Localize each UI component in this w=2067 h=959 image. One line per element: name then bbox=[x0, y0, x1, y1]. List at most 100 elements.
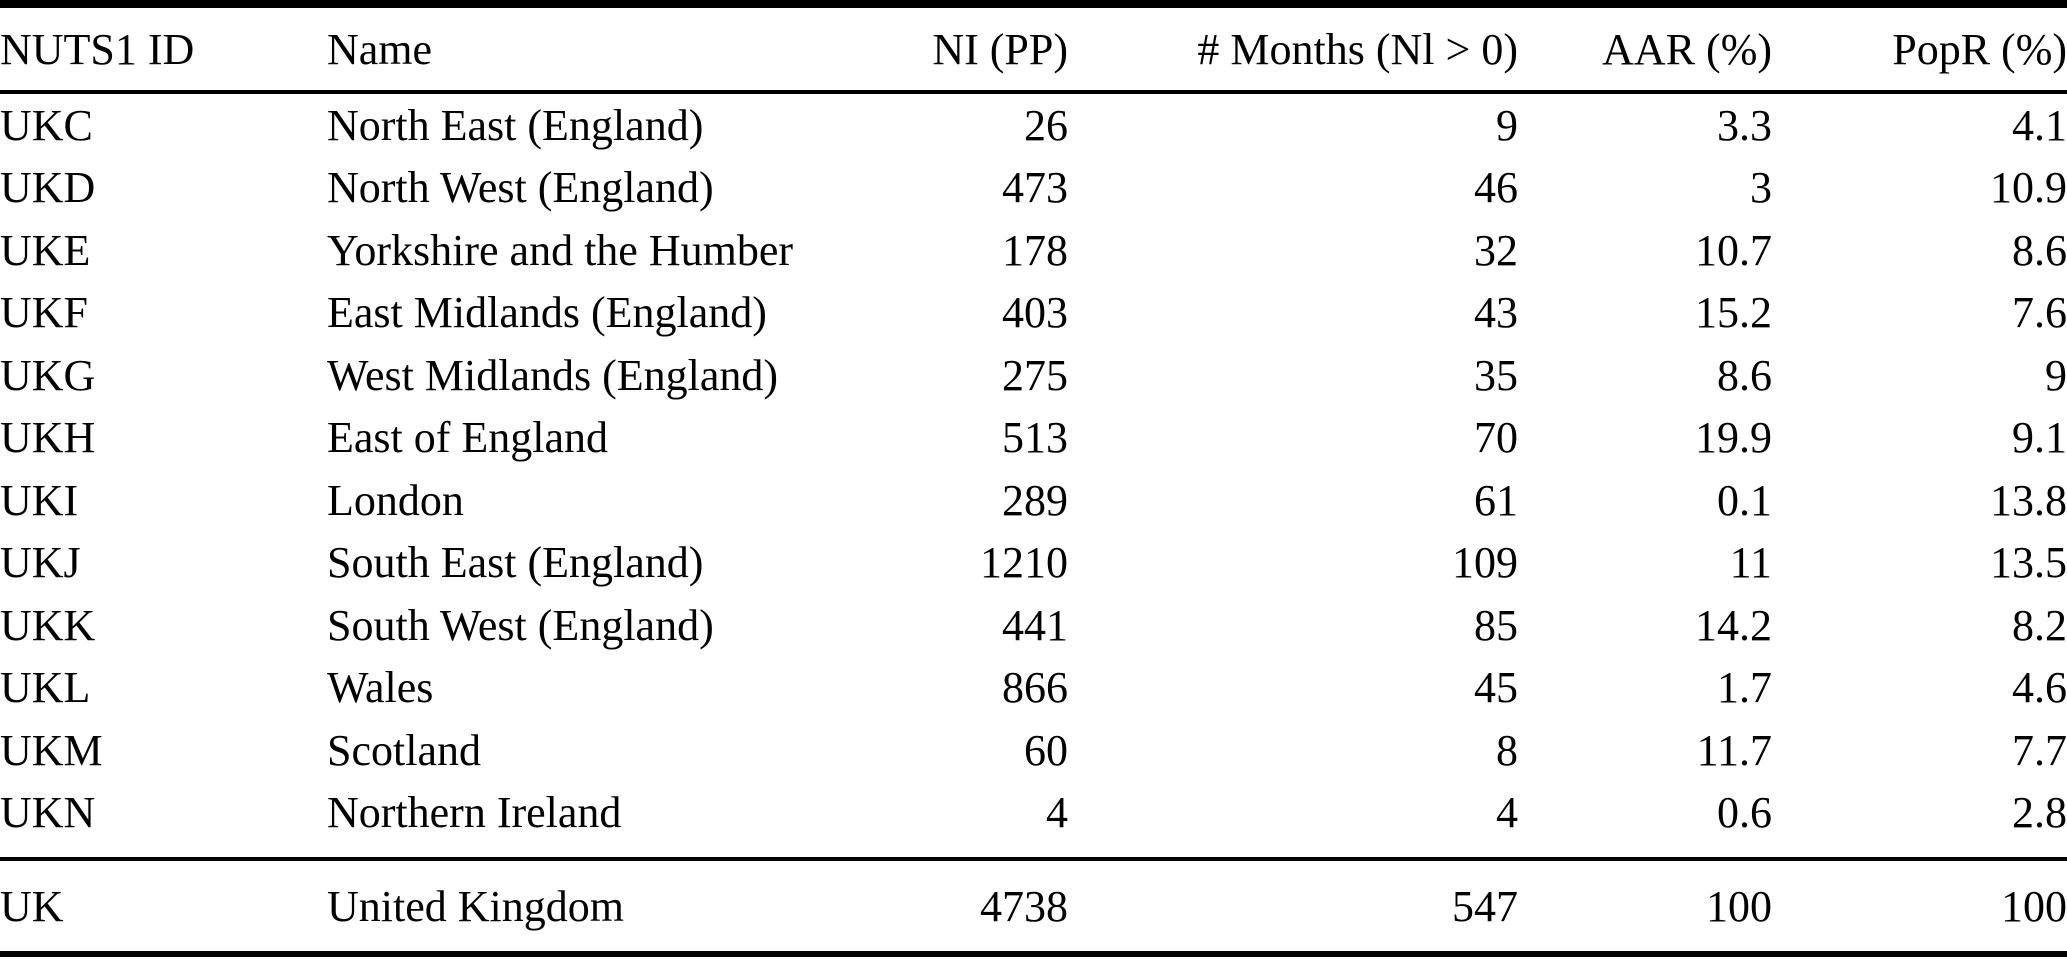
table-cell: 15.2 bbox=[1695, 288, 1772, 338]
column-header: # Months (Nl > 0) bbox=[1068, 4, 1518, 94]
table-cell: 178 bbox=[1002, 225, 1068, 275]
table-cell: 9 bbox=[1496, 100, 1518, 150]
table-cell: 441 bbox=[1002, 600, 1068, 650]
table-cell: 1.7 bbox=[1717, 663, 1772, 713]
table-cell: UKE bbox=[0, 225, 91, 275]
table-header: NUTS1 ID Name NI (PP) # Months (Nl > 0) AAR … bbox=[0, 4, 2067, 94]
table-row: UKM Scotland 60 8 11.7 7.7 bbox=[0, 719, 2067, 782]
table-cell: 9 bbox=[2045, 350, 2067, 400]
table-cell: 8.6 bbox=[2012, 225, 2067, 275]
table-cell: UKL bbox=[0, 663, 91, 713]
table-cell: South East (England) bbox=[327, 538, 704, 588]
total-cell: 100 bbox=[1518, 857, 1772, 957]
table-cell: UKK bbox=[0, 600, 96, 650]
total-cell: 100 bbox=[1772, 857, 2067, 957]
table-cell: UKJ bbox=[0, 538, 81, 588]
table-cell: 4 bbox=[1496, 788, 1518, 838]
table-row: UKK South West (England) 441 85 14.2 8.2 bbox=[0, 594, 2067, 657]
table-cell: 32 bbox=[1474, 225, 1518, 275]
table-cell: 1210 bbox=[980, 538, 1068, 588]
header-row: NUTS1 ID Name NI (PP) # Months (Nl > 0) AAR … bbox=[0, 4, 2067, 94]
table-cell: 43 bbox=[1474, 288, 1518, 338]
table-cell: 3.3 bbox=[1717, 100, 1772, 150]
table-cell: 4.1 bbox=[2012, 100, 2067, 150]
column-header: AAR (%) bbox=[1518, 4, 1772, 94]
table-cell: Yorkshire and the Humber bbox=[327, 225, 794, 275]
table-cell: 473 bbox=[1002, 163, 1068, 213]
table-cell: 109 bbox=[1452, 538, 1518, 588]
table-cell: 13.8 bbox=[1990, 475, 2067, 525]
column-header: NUTS1 ID bbox=[0, 4, 327, 94]
table-row: UKC North East (England) 26 9 3.3 4.1 bbox=[0, 92, 2067, 157]
total-cell: United Kingdom bbox=[327, 857, 880, 957]
table-cell: 19.9 bbox=[1695, 413, 1772, 463]
table-row: UKE Yorkshire and the Humber 178 32 10.7 8.6 bbox=[0, 219, 2067, 282]
total-cell: 547 bbox=[1068, 857, 1518, 957]
table-cell: 0.6 bbox=[1717, 788, 1772, 838]
table-cell: 866 bbox=[1002, 663, 1068, 713]
table-cell: East Midlands (England) bbox=[327, 288, 767, 338]
table-cell: London bbox=[327, 475, 464, 525]
table-cell: UKF bbox=[0, 288, 89, 338]
column-header: Name bbox=[327, 4, 880, 94]
table-cell: 11 bbox=[1729, 538, 1772, 588]
table-cell: 70 bbox=[1474, 413, 1518, 463]
table-cell: UKI bbox=[0, 475, 79, 525]
table-cell: 9.1 bbox=[2012, 413, 2067, 463]
table-row: UKG West Midlands (England) 275 35 8.6 9 bbox=[0, 344, 2067, 407]
table-row: UKD North West (England) 473 46 3 10.9 bbox=[0, 157, 2067, 220]
table-cell: East of England bbox=[327, 413, 609, 463]
table-cell: UKC bbox=[0, 100, 93, 150]
table-cell: 61 bbox=[1474, 475, 1518, 525]
spacer-cell bbox=[0, 844, 2067, 859]
table-cell: 3 bbox=[1750, 163, 1772, 213]
table-cell: 13.5 bbox=[1990, 538, 2067, 588]
table-cell: UKG bbox=[0, 350, 96, 400]
table-cell: West Midlands (England) bbox=[327, 350, 779, 400]
table-cell: North East (England) bbox=[327, 100, 704, 150]
table-cell: 11.7 bbox=[1696, 725, 1772, 775]
table-cell: South West (England) bbox=[327, 600, 714, 650]
table-cell: 4.6 bbox=[2012, 663, 2067, 713]
table-cell: 45 bbox=[1474, 663, 1518, 713]
table-cell: 403 bbox=[1002, 288, 1068, 338]
table-cell: 10.9 bbox=[1990, 163, 2067, 213]
table-cell: 35 bbox=[1474, 350, 1518, 400]
table-row: UKJ South East (England) 1210 109 11 13.5 bbox=[0, 532, 2067, 595]
table-cell: 7.7 bbox=[2012, 725, 2067, 775]
table-cell: 8 bbox=[1496, 725, 1518, 775]
column-header: PopR (%) bbox=[1772, 4, 2067, 94]
table-cell: 85 bbox=[1474, 600, 1518, 650]
table-cell: 46 bbox=[1474, 163, 1518, 213]
table-row: UKN Northern Ireland 4 4 0.6 2.8 bbox=[0, 782, 2067, 845]
table-cell: 4 bbox=[1046, 788, 1068, 838]
table-cell: 14.2 bbox=[1695, 600, 1772, 650]
table-row: UKH East of England 513 70 19.9 9.1 bbox=[0, 407, 2067, 470]
table-cell: Northern Ireland bbox=[327, 788, 622, 838]
table-cell: UKN bbox=[0, 788, 96, 838]
table-total: UK United Kingdom 4738 547 100 100 bbox=[0, 857, 2067, 957]
table-cell: 0.1 bbox=[1717, 475, 1772, 525]
table-cell: 26 bbox=[1024, 100, 1068, 150]
spacer-row bbox=[0, 844, 2067, 859]
table-cell: Wales bbox=[327, 663, 434, 713]
table-cell: 10.7 bbox=[1695, 225, 1772, 275]
total-row: UK United Kingdom 4738 547 100 100 bbox=[0, 857, 2067, 957]
table-cell: 275 bbox=[1002, 350, 1068, 400]
table-cell: 8.2 bbox=[2012, 600, 2067, 650]
table-cell: 2.8 bbox=[2012, 788, 2067, 838]
table-cell: 289 bbox=[1002, 475, 1068, 525]
total-cell: 4738 bbox=[880, 857, 1068, 957]
table-cell: UKM bbox=[0, 725, 103, 775]
table-row: UKF East Midlands (England) 403 43 15.2 7.6 bbox=[0, 282, 2067, 345]
table-cell: UKD bbox=[0, 163, 96, 213]
table-cell: 513 bbox=[1002, 413, 1068, 463]
total-cell: UK bbox=[0, 857, 327, 957]
column-header: NI (PP) bbox=[880, 4, 1068, 94]
table-row: UKI London 289 61 0.1 13.8 bbox=[0, 469, 2067, 532]
table-cell: Scotland bbox=[327, 725, 481, 775]
table-cell: 60 bbox=[1024, 725, 1068, 775]
table-cell: UKH bbox=[0, 413, 96, 463]
